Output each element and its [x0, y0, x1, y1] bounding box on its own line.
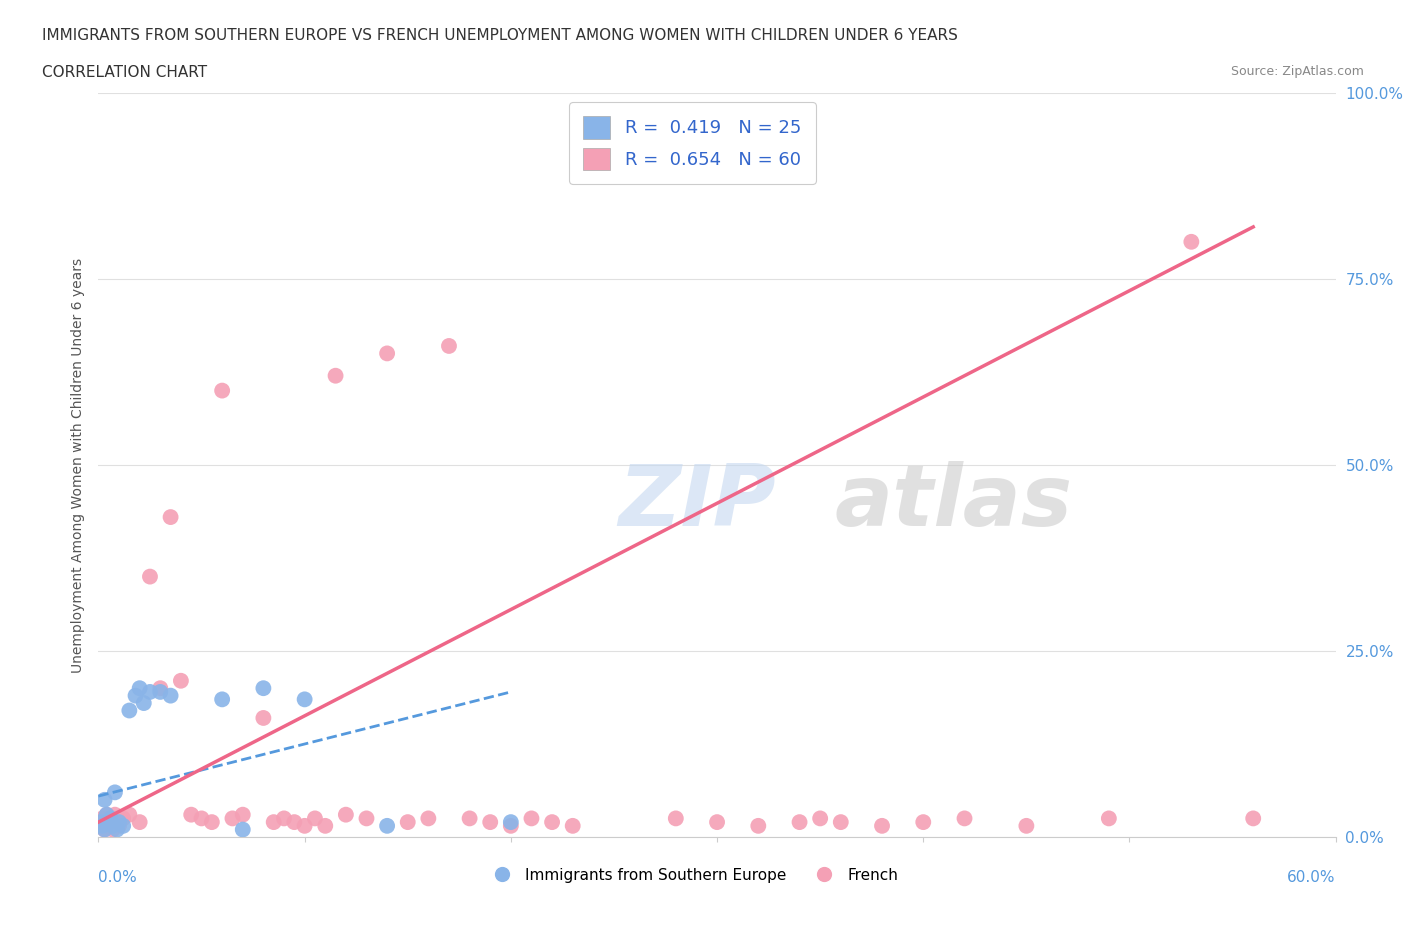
Point	[294, 692, 316, 707]
Point	[252, 711, 274, 725]
Point	[149, 681, 172, 696]
Point	[232, 822, 254, 837]
Point	[561, 818, 583, 833]
Point	[912, 815, 935, 830]
Point	[139, 684, 162, 699]
Point	[1015, 818, 1038, 833]
Point	[159, 688, 181, 703]
Point	[91, 818, 114, 833]
Point	[830, 815, 852, 830]
Point	[1241, 811, 1264, 826]
Point	[283, 815, 305, 830]
Point	[1180, 234, 1202, 249]
Text: IMMIGRANTS FROM SOUTHERN EUROPE VS FRENCH UNEMPLOYMENT AMONG WOMEN WITH CHILDREN: IMMIGRANTS FROM SOUTHERN EUROPE VS FRENC…	[42, 28, 957, 43]
Point	[953, 811, 976, 826]
Y-axis label: Unemployment Among Women with Children Under 6 years: Unemployment Among Women with Children U…	[70, 258, 84, 672]
Point	[97, 815, 120, 830]
Point	[325, 368, 347, 383]
Point	[91, 811, 114, 826]
Point	[375, 346, 398, 361]
Point	[499, 818, 522, 833]
Point	[582, 160, 605, 175]
Point	[112, 811, 135, 826]
Point	[93, 792, 115, 807]
Point	[149, 684, 172, 699]
Point	[541, 815, 564, 830]
Point	[89, 815, 111, 830]
Point	[789, 815, 811, 830]
Point	[314, 818, 336, 833]
Point	[273, 811, 295, 826]
Point	[375, 818, 398, 833]
Point	[396, 815, 419, 830]
Point	[139, 569, 162, 584]
Point	[159, 510, 181, 525]
Point	[211, 383, 233, 398]
Point	[96, 807, 118, 822]
Point	[97, 811, 120, 826]
Point	[118, 807, 141, 822]
Point	[97, 818, 120, 833]
Point	[108, 818, 131, 833]
Point	[104, 807, 127, 822]
Point	[1098, 811, 1121, 826]
Point	[101, 822, 124, 837]
Point	[263, 815, 285, 830]
Legend: Immigrants from Southern Europe, French: Immigrants from Southern Europe, French	[481, 862, 904, 889]
Point	[128, 681, 150, 696]
Point	[105, 822, 128, 837]
Point	[128, 815, 150, 830]
Point	[747, 818, 769, 833]
Text: atlas: atlas	[835, 460, 1073, 544]
Point	[520, 811, 543, 826]
Point	[132, 696, 155, 711]
Point	[96, 807, 118, 822]
Point	[479, 815, 502, 830]
Point	[335, 807, 357, 822]
Point	[93, 822, 115, 837]
Text: 60.0%: 60.0%	[1288, 870, 1336, 884]
Point	[96, 815, 118, 830]
Point	[170, 673, 193, 688]
Point	[91, 818, 114, 833]
Point	[870, 818, 893, 833]
Point	[665, 811, 688, 826]
Point	[211, 692, 233, 707]
Point	[89, 815, 111, 830]
Point	[418, 811, 440, 826]
Point	[101, 818, 124, 833]
Point	[93, 822, 115, 837]
Point	[201, 815, 224, 830]
Point	[499, 815, 522, 830]
Point	[108, 815, 131, 830]
Point	[100, 811, 122, 826]
Text: 0.0%: 0.0%	[98, 870, 138, 884]
Text: ZIP: ZIP	[619, 460, 776, 544]
Point	[118, 703, 141, 718]
Point	[304, 811, 326, 826]
Point	[221, 811, 243, 826]
Point	[104, 785, 127, 800]
Point	[105, 815, 128, 830]
Point	[252, 681, 274, 696]
Point	[124, 688, 146, 703]
Text: CORRELATION CHART: CORRELATION CHART	[42, 65, 207, 80]
Point	[706, 815, 728, 830]
Point	[294, 818, 316, 833]
Point	[232, 807, 254, 822]
Point	[437, 339, 460, 353]
Text: Source: ZipAtlas.com: Source: ZipAtlas.com	[1230, 65, 1364, 78]
Point	[112, 818, 135, 833]
Point	[100, 815, 122, 830]
Point	[190, 811, 212, 826]
Point	[356, 811, 378, 826]
Point	[808, 811, 831, 826]
Point	[180, 807, 202, 822]
Point	[458, 811, 481, 826]
